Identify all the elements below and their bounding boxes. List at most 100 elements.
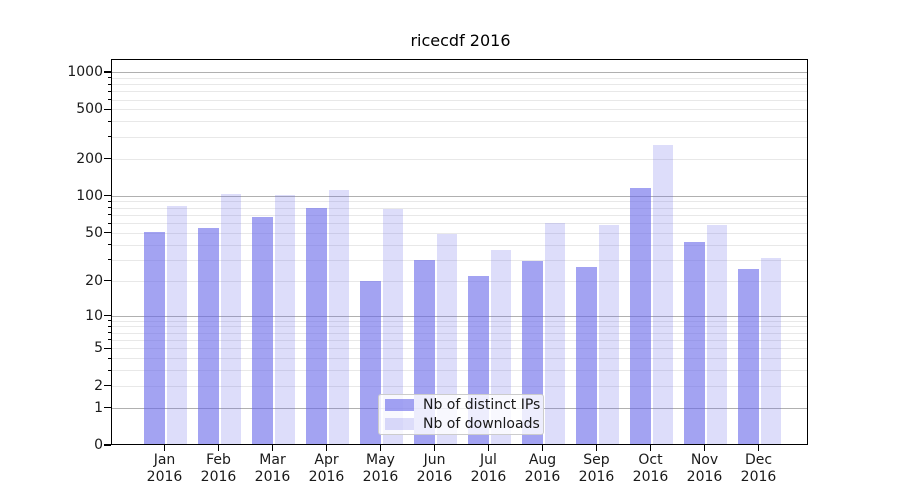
x-tick-label-month: Jul (480, 452, 497, 468)
y-tick-label-200: 200 (76, 150, 103, 167)
plot-area (111, 59, 808, 445)
y-minortick-7 (108, 332, 112, 334)
y-minortick-900 (108, 77, 112, 79)
bar-downloads-sep (598, 224, 619, 444)
gridline-y-5 (112, 348, 807, 350)
y-minortick-9 (108, 320, 112, 322)
x-tick-sep (595, 445, 598, 451)
x-tick-label-month: Oct (638, 452, 663, 468)
bar-distinct-ips-feb (198, 227, 219, 444)
legend-item-downloads: Nb of downloads (385, 416, 540, 432)
x-tick-may (379, 445, 382, 451)
x-tick-label-jul: Jul 2016 (461, 452, 517, 486)
bar-distinct-ips-dec (738, 269, 759, 444)
legend: Nb of distinct IPs Nb of downloads (378, 394, 544, 435)
gridline-y-900 (112, 77, 807, 79)
y-minortick-4 (108, 357, 112, 359)
gridline-y-1000 (112, 72, 807, 74)
gridline-y-200 (112, 158, 807, 160)
x-tick-mar (271, 445, 274, 451)
gridline-y-4 (112, 358, 807, 360)
bar-downloads-nov (706, 224, 727, 444)
y-minortick-80 (108, 207, 112, 209)
legend-swatch-downloads (385, 418, 414, 430)
x-tick-label-month: Feb (206, 452, 231, 468)
gridline-y-2 (112, 385, 807, 387)
x-tick-label-month: May (366, 452, 395, 468)
x-tick-label-month: Nov (690, 452, 719, 468)
bar-downloads-feb (220, 194, 241, 444)
y-minortick-60 (108, 222, 112, 224)
x-tick-aug (541, 445, 544, 451)
bar-downloads-aug (544, 223, 565, 444)
gridline-y-7 (112, 332, 807, 334)
gridline-y-800 (112, 84, 807, 86)
x-tick-jul (487, 445, 490, 451)
gridline-y-400 (112, 121, 807, 123)
x-tick-label-month: Aug (528, 452, 557, 468)
y-minortick-700 (108, 90, 112, 92)
y-tick-0 (104, 444, 111, 446)
x-tick-label-sep: Sep 2016 (569, 452, 625, 486)
y-tick-label-50: 50 (85, 224, 103, 241)
y-tick-200 (104, 158, 111, 160)
y-minortick-30 (108, 259, 112, 261)
x-tick-label-year: 2016 (632, 469, 669, 485)
x-tick-label-month: Mar (259, 452, 286, 468)
bar-downloads-oct (652, 144, 673, 444)
gridline-y-90 (112, 201, 807, 203)
bar-distinct-ips-mar (252, 217, 273, 444)
gridline-y-40 (112, 244, 807, 246)
y-tick-label-100: 100 (76, 187, 103, 204)
y-tick-label-500: 500 (76, 101, 103, 118)
gridline-y-6 (112, 339, 807, 341)
y-minortick-400 (108, 120, 112, 122)
gridline-y-50 (112, 232, 807, 234)
gridline-y-3 (112, 370, 807, 372)
y-minortick-70 (108, 214, 112, 216)
x-tick-feb (217, 445, 220, 451)
x-tick-label-jan: Jan 2016 (137, 452, 193, 486)
x-tick-label-nov: Nov 2016 (677, 452, 733, 486)
y-minortick-600 (108, 99, 112, 101)
bar-downloads-apr (328, 189, 349, 444)
x-tick-label-month: Jun (423, 452, 446, 468)
y-tick-20 (104, 280, 111, 282)
x-tick-label-dec: Dec 2016 (731, 452, 787, 486)
y-tick-label-2: 2 (94, 377, 103, 394)
y-tick-500 (104, 108, 111, 110)
y-tick-label-0: 0 (94, 437, 103, 453)
bar-distinct-ips-nov (684, 241, 705, 444)
bar-distinct-ips-jan (144, 231, 165, 444)
x-tick-label-feb: Feb 2016 (191, 452, 247, 486)
x-tick-nov (703, 445, 706, 451)
gridline-y-80 (112, 207, 807, 209)
gridline-y-8 (112, 326, 807, 328)
y-tick-50 (104, 232, 111, 234)
y-minortick-800 (108, 83, 112, 85)
y-tick-label-5: 5 (94, 340, 103, 357)
gridline-y-10 (112, 315, 807, 317)
x-tick-apr (325, 445, 328, 451)
x-tick-label-year: 2016 (740, 469, 777, 485)
x-tick-label-mar: Mar 2016 (245, 452, 301, 486)
y-tick-label-20: 20 (85, 272, 103, 289)
x-tick-label-may: May 2016 (353, 452, 409, 486)
bar-distinct-ips-apr (306, 208, 327, 444)
x-tick-label-year: 2016 (362, 469, 399, 485)
x-tick-label-year: 2016 (254, 469, 291, 485)
y-minortick-3 (108, 369, 112, 371)
x-tick-label-year: 2016 (308, 469, 345, 485)
y-minortick-90 (108, 200, 112, 202)
gridline-y-9 (112, 320, 807, 322)
gridline-y-20 (112, 280, 807, 282)
bar-downloads-jun (436, 233, 457, 444)
bar-downloads-dec (760, 257, 781, 444)
legend-label-downloads: Nb of downloads (423, 416, 540, 432)
gridline-y-500 (112, 109, 807, 111)
x-tick-label-year: 2016 (416, 469, 453, 485)
y-tick-5 (104, 347, 111, 349)
gridline-y-60 (112, 223, 807, 225)
bar-distinct-ips-sep (576, 267, 597, 444)
